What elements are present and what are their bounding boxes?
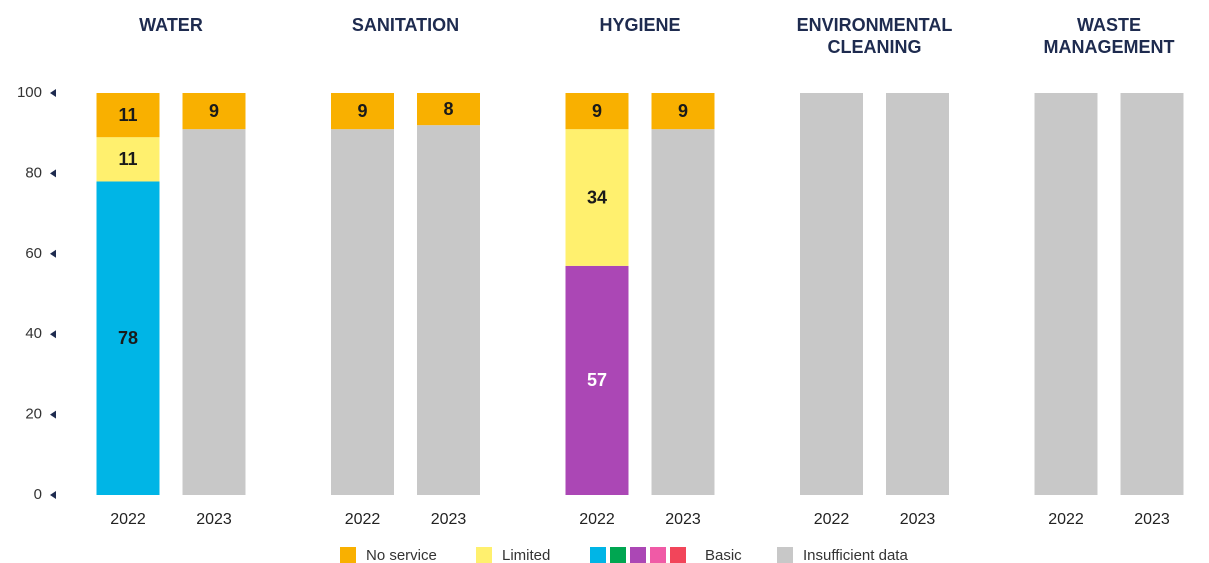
legend-swatch — [670, 547, 686, 563]
y-tick-label: 20 — [25, 406, 42, 423]
data-label: 34 — [587, 187, 607, 207]
group-title: HYGIENE — [599, 15, 681, 35]
bar-segment — [886, 93, 949, 495]
y-tick — [50, 89, 56, 97]
x-tick-label: 2022 — [345, 511, 381, 528]
data-label: 57 — [587, 370, 607, 390]
data-label: 9 — [592, 101, 602, 121]
x-tick-label: 2022 — [110, 511, 146, 528]
bar-segment — [565, 93, 629, 130]
bar-segment — [800, 93, 863, 495]
bar-segment — [96, 137, 160, 182]
bar-segment — [565, 265, 629, 495]
legend-label: No service — [366, 547, 437, 563]
bar-segment — [1034, 93, 1098, 495]
x-tick-label: 2022 — [1048, 511, 1084, 528]
x-tick-label: 2023 — [1134, 511, 1170, 528]
legend-label: Insufficient data — [803, 547, 908, 563]
group-title: SANITATION — [351, 15, 460, 35]
x-tick-label: 2022 — [579, 511, 615, 528]
data-label: 78 — [118, 328, 138, 348]
legend-swatch — [630, 547, 646, 563]
y-tick-label: 60 — [25, 245, 42, 262]
legend-swatch — [777, 547, 793, 563]
legend-swatch — [610, 547, 626, 563]
bar-segment — [331, 129, 394, 495]
x-tick-label: 2023 — [900, 511, 936, 528]
data-label: 9 — [357, 101, 367, 121]
legend-swatch — [590, 547, 606, 563]
group-title: WATER — [139, 15, 203, 35]
y-tick-label: 0 — [34, 486, 42, 503]
data-label: 11 — [118, 149, 137, 169]
data-label: 11 — [118, 105, 137, 125]
x-tick-label: 2023 — [196, 511, 232, 528]
x-tick-label: 2022 — [814, 511, 850, 528]
bar-segment — [1120, 93, 1184, 495]
y-tick-label: 40 — [25, 325, 42, 342]
bar-segment — [331, 93, 394, 130]
bar-segment — [417, 93, 480, 126]
bar-segment — [565, 129, 629, 266]
legend-swatch — [340, 547, 356, 563]
y-tick-label: 80 — [25, 164, 42, 181]
bar-segment — [651, 93, 715, 130]
x-tick-label: 2023 — [665, 511, 701, 528]
y-tick — [50, 169, 56, 178]
bar-segment — [651, 129, 715, 495]
y-tick — [50, 330, 56, 339]
legend-label: Basic — [705, 547, 742, 563]
data-label: 9 — [209, 101, 219, 121]
bar-segment — [96, 181, 160, 495]
bar-segment — [182, 93, 246, 130]
data-label: 9 — [678, 101, 688, 121]
y-tick — [50, 249, 56, 258]
legend-label: Limited — [502, 547, 550, 563]
x-tick-label: 2023 — [431, 511, 467, 528]
legend-swatch — [476, 547, 492, 563]
bar-segment — [182, 129, 246, 495]
y-tick — [50, 491, 56, 499]
data-label: 8 — [443, 99, 453, 119]
legend-swatch — [650, 547, 666, 563]
bar-segment — [417, 125, 480, 495]
y-tick — [50, 410, 56, 419]
y-tick-label: 100 — [17, 84, 42, 101]
group-title: WASTE MANAGEMENT — [1043, 15, 1175, 57]
bar-segment — [96, 93, 160, 138]
group-title: ENVIRONMENTAL CLEANING — [796, 15, 953, 57]
